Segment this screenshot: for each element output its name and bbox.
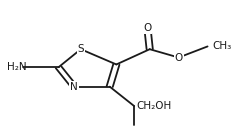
Text: H₂N: H₂N bbox=[7, 62, 26, 72]
Text: CH₂OH: CH₂OH bbox=[136, 101, 172, 111]
Text: O: O bbox=[143, 23, 152, 33]
Text: O: O bbox=[175, 52, 183, 63]
Text: CH₃: CH₃ bbox=[212, 41, 231, 51]
Text: S: S bbox=[77, 44, 84, 54]
Text: N: N bbox=[70, 82, 78, 92]
